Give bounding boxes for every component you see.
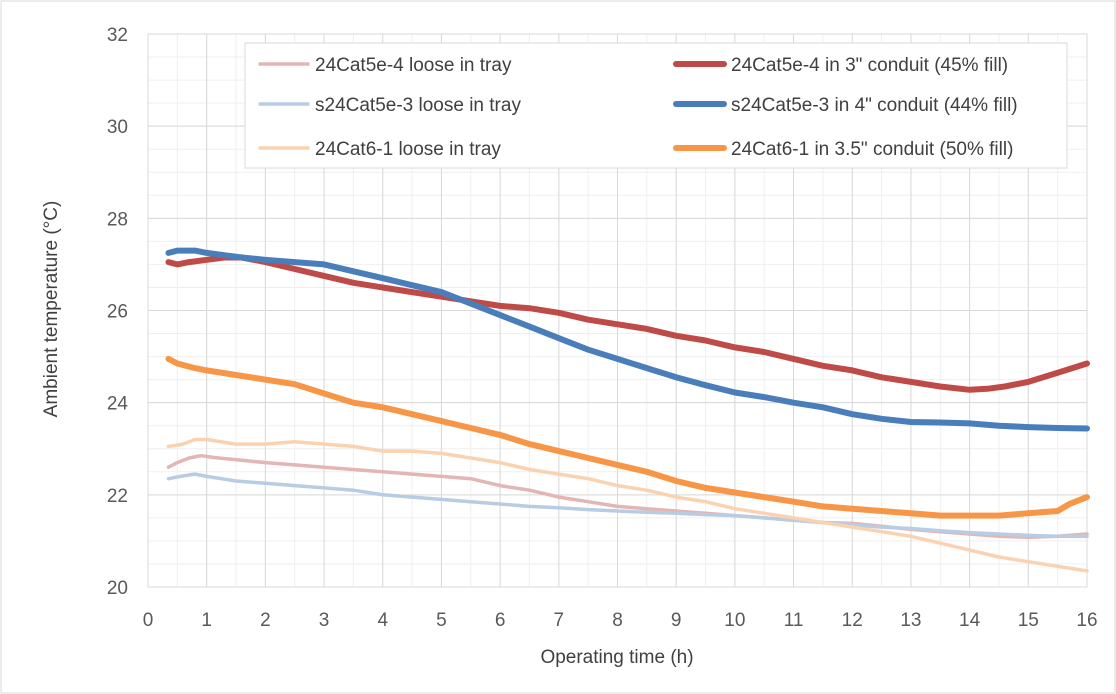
x-tick-label: 9 (671, 610, 682, 631)
x-tick-label: 10 (724, 610, 745, 631)
x-tick-label: 12 (842, 610, 863, 631)
y-tick-label: 32 (107, 25, 128, 46)
series-line-3 (166, 472, 1089, 539)
y-tick-label: 28 (107, 209, 128, 230)
legend-label-2: 24Cat5e-4 in 3" conduit (45% fill) (731, 55, 1008, 76)
legend-label-6: 24Cat6-1 in 3.5" conduit (50% fill) (731, 139, 1013, 160)
x-tick-label: 14 (959, 610, 981, 631)
y-tick-label: 26 (107, 302, 128, 323)
y-axis-ticks: 20 22 24 26 28 30 32 (107, 25, 129, 599)
x-tick-label: 5 (436, 610, 447, 631)
series-layer (165, 247, 1090, 573)
y-axis-title: Ambient temperature (°C) (41, 201, 62, 418)
x-tick-label: 11 (784, 610, 804, 631)
legend-label-3: s24Cat5e-3 loose in tray (315, 95, 521, 116)
x-tick-label: 4 (377, 610, 388, 631)
legend-label-1: 24Cat5e-4 loose in tray (315, 55, 512, 76)
series-line-5 (166, 437, 1089, 573)
x-tick-label: 8 (612, 610, 623, 631)
y-tick-label: 20 (107, 578, 128, 599)
x-axis-title: Operating time (h) (540, 647, 693, 668)
series-line-4 (165, 247, 1090, 432)
y-tick-label: 24 (107, 394, 129, 415)
x-tick-label: 13 (900, 610, 921, 631)
y-tick-label: 30 (107, 117, 128, 138)
x-tick-label: 16 (1076, 610, 1097, 631)
x-tick-label: 7 (554, 610, 565, 631)
y-tick-label: 22 (107, 486, 128, 507)
x-tick-label: 2 (260, 610, 271, 631)
x-axis-ticks: 0 1 2 3 4 5 6 7 8 9 10 11 12 13 14 15 16 (143, 610, 1098, 631)
legend-label-4: s24Cat5e-3 in 4" conduit (44% fill) (731, 95, 1018, 116)
x-tick-label: 15 (1018, 610, 1039, 631)
legend-label-5: 24Cat6-1 loose in tray (315, 139, 501, 160)
legend-box (244, 42, 1068, 169)
x-tick-label: 1 (201, 610, 212, 631)
x-tick-label: 6 (495, 610, 506, 631)
x-tick-label: 0 (143, 610, 154, 631)
x-tick-label: 3 (319, 610, 330, 631)
series-line-6 (165, 355, 1090, 519)
legend: 24Cat5e-4 loose in tray 24Cat5e-4 in 3" c… (244, 42, 1068, 169)
